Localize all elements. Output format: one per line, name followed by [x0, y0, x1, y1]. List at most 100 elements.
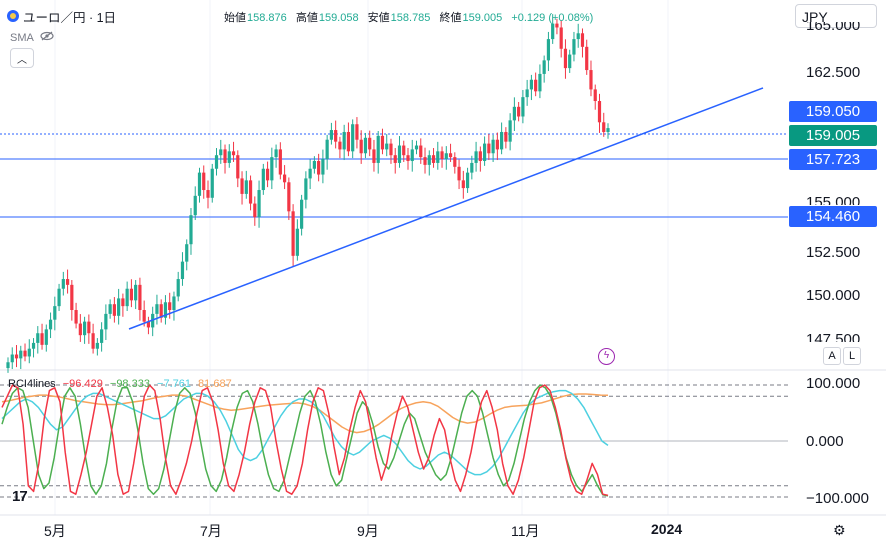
open-value: 158.876	[247, 12, 287, 24]
sma-indicator[interactable]: SMA	[10, 31, 54, 44]
candle-body	[240, 178, 244, 194]
candle-body	[376, 135, 380, 163]
collapse-legend-button[interactable]: ︿	[10, 48, 34, 68]
candle-body	[40, 333, 44, 345]
candle-body	[180, 261, 185, 280]
candle-body	[206, 190, 210, 198]
candle-body	[559, 27, 563, 49]
candle-body	[500, 131, 504, 150]
candle-body	[125, 288, 129, 307]
candle-body	[534, 79, 538, 92]
candle-body	[244, 180, 248, 194]
candle-body	[359, 139, 363, 154]
price-tick: 152.500	[806, 244, 861, 261]
candle-body	[431, 155, 436, 163]
price-tick: 147.500	[806, 331, 861, 348]
candle-body	[474, 151, 478, 163]
candle-body	[282, 174, 287, 183]
candle-body	[300, 199, 304, 229]
x-tick: 5月	[44, 523, 66, 539]
candle-body	[414, 145, 419, 150]
candle-body	[278, 149, 282, 175]
candle-body	[393, 155, 397, 163]
candle-body	[146, 321, 151, 328]
candle-body	[214, 155, 219, 169]
candle-body	[265, 168, 270, 181]
horizontal-lines	[0, 133, 788, 218]
candle-body	[423, 157, 427, 165]
candle-body	[10, 354, 14, 363]
candle-body	[589, 70, 593, 90]
currency-button[interactable]: JPY	[795, 4, 877, 28]
candle-body	[53, 306, 57, 320]
candle-body	[453, 157, 457, 167]
candle-body	[346, 131, 351, 152]
candle-body	[261, 168, 265, 191]
candle-body	[82, 321, 87, 336]
candle-body	[48, 319, 53, 330]
log-scale-button[interactable]: L	[843, 347, 861, 365]
candle-body	[478, 151, 482, 162]
candle-body	[23, 350, 27, 357]
candle-body	[223, 149, 227, 163]
candle-body	[78, 323, 82, 336]
candle-body	[325, 139, 329, 160]
candle-body	[138, 284, 142, 311]
close-label: 終値	[439, 12, 462, 24]
candle-body	[61, 279, 65, 289]
candle-body	[419, 145, 423, 158]
tradingview-logo: 17	[12, 488, 28, 505]
candle-body	[270, 157, 274, 181]
candle-body	[176, 279, 180, 297]
rci-legend[interactable]: RCI4lines −96.429 −98.333 −7.761 81.687	[8, 378, 236, 390]
candle-body	[108, 304, 112, 314]
candle-body	[568, 54, 572, 69]
candle-body	[65, 279, 70, 285]
candle-body	[197, 172, 202, 196]
candle-body	[248, 180, 253, 204]
candle-body	[338, 141, 342, 150]
candle-body	[551, 23, 555, 40]
candle-body	[436, 151, 440, 163]
candle-body	[129, 288, 134, 301]
candle-body	[580, 33, 585, 47]
candle-body	[253, 203, 257, 218]
candle-body	[517, 106, 521, 117]
candle-body	[257, 190, 261, 218]
close-value: 159.005	[462, 12, 503, 24]
candle-body	[112, 304, 116, 316]
settings-gear-icon[interactable]: ⚙	[833, 522, 846, 538]
candle-body	[487, 143, 491, 154]
candle-body	[236, 155, 240, 179]
candle-body	[593, 89, 597, 102]
currency-flag-icon	[7, 10, 19, 22]
candle-body	[329, 130, 334, 140]
candle-body	[295, 228, 299, 256]
candle-body	[274, 149, 278, 158]
candle-body	[95, 342, 99, 349]
candle-body	[342, 131, 346, 150]
x-tick: 11月	[511, 523, 540, 539]
candle-body	[606, 128, 610, 132]
candle-body	[317, 161, 321, 175]
candle-body	[121, 298, 125, 307]
candle-body	[134, 284, 138, 301]
eye-hidden-icon[interactable]	[40, 31, 54, 44]
symbol-header[interactable]: ユーロ／円 · 1日	[0, 6, 116, 26]
candle-body	[521, 97, 525, 117]
candle-body	[397, 145, 402, 163]
candle-body	[402, 145, 406, 156]
candle-body	[508, 120, 512, 142]
candle-body	[334, 130, 338, 142]
candle-body	[91, 333, 95, 349]
candle-body	[597, 101, 602, 123]
candle-body	[491, 139, 495, 154]
candle-body	[172, 296, 176, 311]
auto-scale-button[interactable]: A	[823, 347, 841, 365]
rci-avg-value: 81.687	[198, 378, 232, 390]
bolt-icon[interactable]: ϟ	[598, 348, 615, 365]
candle-body	[31, 342, 36, 349]
symbol-title: ユーロ／円 · 1日	[23, 10, 117, 25]
candle-body	[202, 172, 206, 191]
